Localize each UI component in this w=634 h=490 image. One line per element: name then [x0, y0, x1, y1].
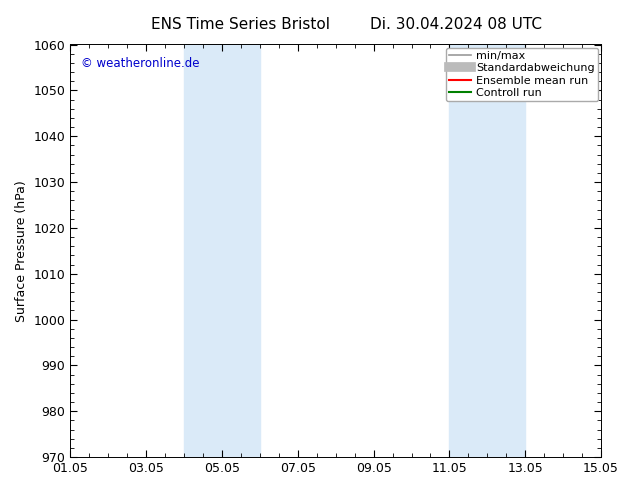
Text: ENS Time Series Bristol: ENS Time Series Bristol [152, 17, 330, 32]
Y-axis label: Surface Pressure (hPa): Surface Pressure (hPa) [15, 180, 28, 322]
Text: Di. 30.04.2024 08 UTC: Di. 30.04.2024 08 UTC [370, 17, 543, 32]
Legend: min/max, Standardabweichung, Ensemble mean run, Controll run: min/max, Standardabweichung, Ensemble me… [446, 48, 598, 101]
Bar [450, 45, 525, 457]
Text: © weatheronline.de: © weatheronline.de [81, 57, 200, 70]
Bar [184, 45, 260, 457]
